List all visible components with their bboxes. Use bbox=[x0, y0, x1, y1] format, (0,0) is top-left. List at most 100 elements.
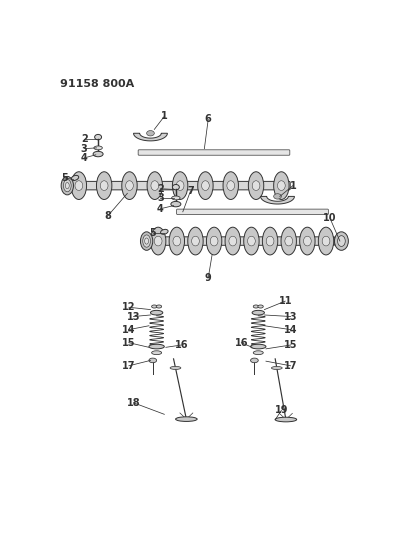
Ellipse shape bbox=[188, 227, 203, 255]
Ellipse shape bbox=[64, 180, 71, 192]
Ellipse shape bbox=[122, 172, 137, 199]
Text: 14: 14 bbox=[122, 325, 135, 335]
Text: 1: 1 bbox=[290, 181, 296, 191]
Text: 15: 15 bbox=[284, 340, 297, 350]
Text: 5: 5 bbox=[149, 228, 156, 238]
Ellipse shape bbox=[250, 344, 266, 349]
Ellipse shape bbox=[66, 182, 69, 189]
Ellipse shape bbox=[169, 227, 184, 255]
Ellipse shape bbox=[338, 236, 345, 246]
Ellipse shape bbox=[252, 181, 260, 190]
Text: 8: 8 bbox=[104, 212, 111, 221]
Text: 11: 11 bbox=[278, 296, 292, 306]
Ellipse shape bbox=[170, 366, 181, 369]
Ellipse shape bbox=[303, 236, 311, 246]
FancyBboxPatch shape bbox=[66, 181, 290, 190]
Ellipse shape bbox=[244, 227, 259, 255]
Ellipse shape bbox=[229, 236, 237, 246]
Ellipse shape bbox=[149, 344, 164, 349]
Ellipse shape bbox=[152, 305, 157, 308]
Ellipse shape bbox=[278, 181, 285, 190]
Text: 4: 4 bbox=[157, 204, 164, 214]
Ellipse shape bbox=[250, 358, 258, 363]
Text: 14: 14 bbox=[284, 325, 297, 335]
Ellipse shape bbox=[150, 227, 166, 255]
Ellipse shape bbox=[335, 232, 348, 251]
Text: 12: 12 bbox=[122, 302, 135, 312]
Ellipse shape bbox=[176, 181, 184, 190]
Ellipse shape bbox=[147, 131, 154, 136]
Ellipse shape bbox=[266, 236, 274, 246]
Text: 16: 16 bbox=[235, 338, 248, 348]
Ellipse shape bbox=[285, 236, 293, 246]
Ellipse shape bbox=[149, 358, 157, 363]
Ellipse shape bbox=[223, 172, 239, 199]
Text: 7: 7 bbox=[187, 186, 194, 196]
Ellipse shape bbox=[173, 236, 181, 246]
Ellipse shape bbox=[271, 366, 282, 369]
Ellipse shape bbox=[156, 305, 162, 308]
Text: 2: 2 bbox=[81, 134, 88, 144]
Ellipse shape bbox=[192, 236, 199, 246]
Ellipse shape bbox=[172, 184, 179, 190]
Ellipse shape bbox=[94, 146, 102, 150]
Text: 6: 6 bbox=[205, 115, 212, 124]
Ellipse shape bbox=[154, 236, 162, 246]
Text: 13: 13 bbox=[127, 311, 140, 321]
Ellipse shape bbox=[176, 417, 197, 422]
Ellipse shape bbox=[210, 236, 218, 246]
Text: 3: 3 bbox=[157, 193, 164, 203]
Ellipse shape bbox=[318, 227, 334, 255]
Text: 9: 9 bbox=[205, 273, 212, 283]
Ellipse shape bbox=[126, 181, 134, 190]
Text: 3: 3 bbox=[81, 144, 88, 154]
Ellipse shape bbox=[201, 181, 209, 190]
Text: 5: 5 bbox=[61, 173, 68, 183]
Ellipse shape bbox=[151, 181, 159, 190]
FancyBboxPatch shape bbox=[138, 150, 290, 155]
Ellipse shape bbox=[141, 232, 153, 251]
Ellipse shape bbox=[275, 417, 297, 422]
Ellipse shape bbox=[198, 172, 213, 199]
Text: 1: 1 bbox=[161, 111, 168, 122]
Text: 18: 18 bbox=[127, 398, 140, 408]
Ellipse shape bbox=[71, 175, 79, 181]
Ellipse shape bbox=[75, 181, 83, 190]
Text: 19: 19 bbox=[275, 406, 288, 415]
Text: 4: 4 bbox=[81, 153, 88, 163]
Ellipse shape bbox=[95, 134, 102, 140]
Ellipse shape bbox=[227, 181, 235, 190]
Ellipse shape bbox=[207, 227, 222, 255]
Ellipse shape bbox=[274, 172, 289, 199]
Ellipse shape bbox=[274, 193, 281, 199]
Ellipse shape bbox=[71, 172, 87, 199]
Text: 16: 16 bbox=[175, 340, 188, 350]
Ellipse shape bbox=[253, 305, 259, 308]
Ellipse shape bbox=[96, 172, 112, 199]
Ellipse shape bbox=[172, 172, 188, 199]
Ellipse shape bbox=[145, 238, 149, 244]
Ellipse shape bbox=[248, 172, 264, 199]
FancyBboxPatch shape bbox=[177, 209, 328, 214]
Text: 10: 10 bbox=[323, 213, 337, 223]
Ellipse shape bbox=[147, 172, 162, 199]
Ellipse shape bbox=[262, 227, 278, 255]
Ellipse shape bbox=[100, 181, 108, 190]
Text: 2: 2 bbox=[157, 184, 164, 193]
Text: 17: 17 bbox=[284, 361, 297, 371]
Ellipse shape bbox=[253, 351, 263, 354]
Text: 15: 15 bbox=[122, 338, 135, 348]
Ellipse shape bbox=[281, 227, 296, 255]
Ellipse shape bbox=[61, 176, 73, 195]
Text: 13: 13 bbox=[284, 311, 297, 321]
Ellipse shape bbox=[322, 236, 330, 246]
Ellipse shape bbox=[152, 351, 162, 354]
Ellipse shape bbox=[248, 236, 255, 246]
Ellipse shape bbox=[252, 310, 264, 315]
Ellipse shape bbox=[225, 227, 241, 255]
Polygon shape bbox=[261, 196, 294, 204]
Ellipse shape bbox=[93, 151, 103, 157]
Text: 17: 17 bbox=[122, 361, 135, 371]
Ellipse shape bbox=[171, 201, 181, 207]
Ellipse shape bbox=[150, 310, 163, 315]
